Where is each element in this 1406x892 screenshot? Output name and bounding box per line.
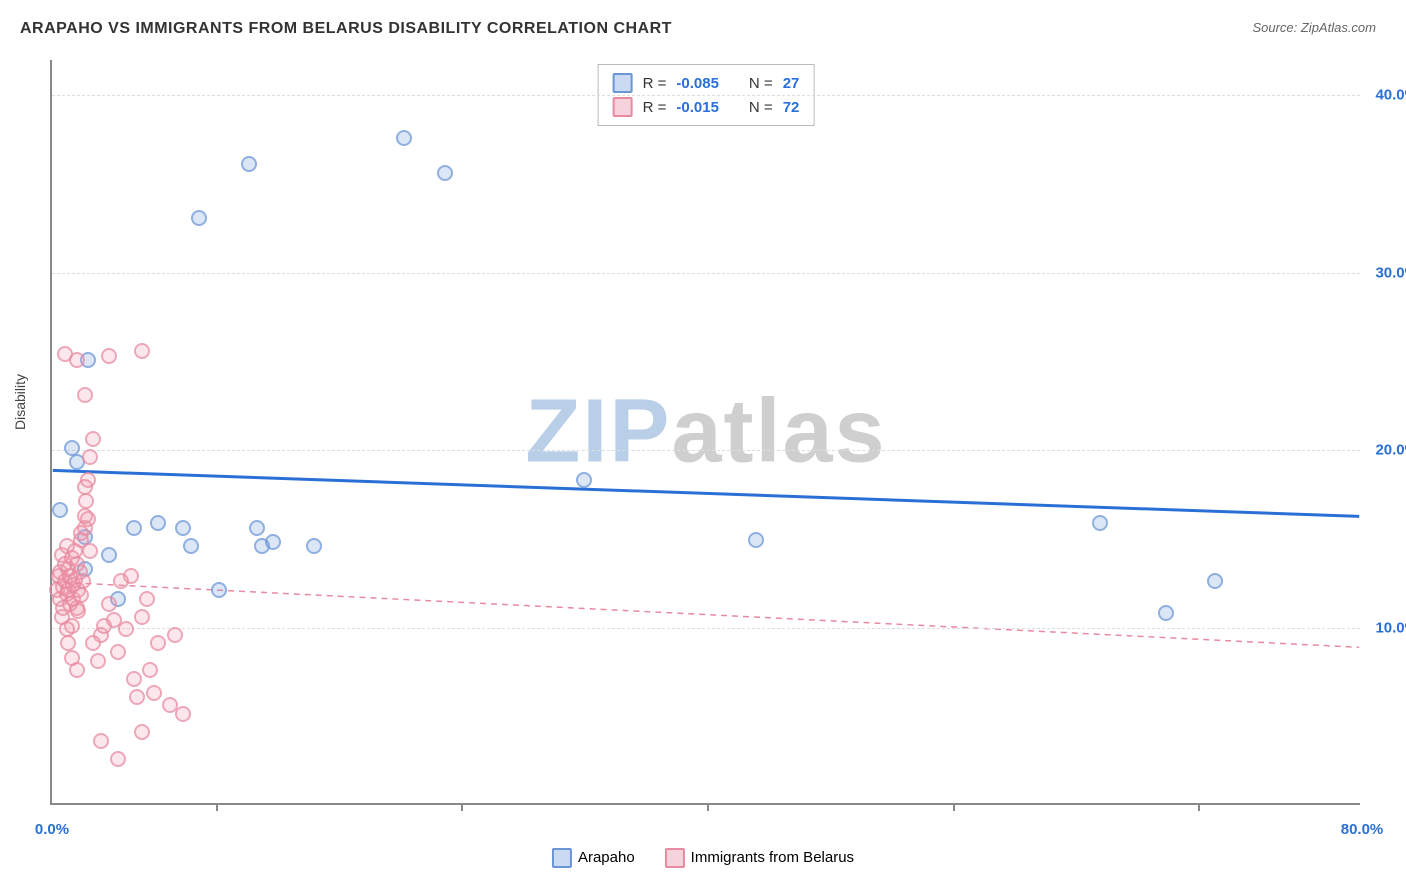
data-point — [123, 568, 139, 584]
data-point — [1158, 605, 1174, 621]
y-tick-label: 40.0% — [1368, 87, 1406, 104]
data-point — [75, 573, 91, 589]
gridline-h — [52, 273, 1360, 274]
r-label: R = — [643, 99, 667, 116]
data-point — [175, 520, 191, 536]
data-point — [118, 621, 134, 637]
data-point — [150, 515, 166, 531]
data-point — [52, 502, 68, 518]
data-point — [82, 449, 98, 465]
data-point — [183, 538, 199, 554]
data-point — [134, 343, 150, 359]
source-label: Source: ZipAtlas.com — [1252, 20, 1376, 35]
r-value-0: -0.085 — [676, 75, 719, 92]
data-point — [142, 662, 158, 678]
data-point — [146, 685, 162, 701]
data-point — [139, 591, 155, 607]
data-point — [126, 671, 142, 687]
data-point — [129, 689, 145, 705]
data-point — [110, 644, 126, 660]
n-value-1: 72 — [783, 99, 800, 116]
watermark-part1: ZIP — [525, 381, 671, 481]
data-point — [70, 603, 86, 619]
data-point — [73, 587, 89, 603]
x-tick-label: 0.0% — [35, 821, 69, 838]
series-legend: Arapaho Immigrants from Belarus — [552, 848, 854, 868]
data-point — [73, 525, 89, 541]
data-point — [59, 621, 75, 637]
data-point — [1207, 573, 1223, 589]
chart-container: ARAPAHO VS IMMIGRANTS FROM BELARUS DISAB… — [0, 0, 1406, 892]
data-point — [211, 582, 227, 598]
legend-row-1: R = -0.015 N = 72 — [613, 95, 800, 119]
data-point — [101, 596, 117, 612]
data-point — [77, 479, 93, 495]
r-value-1: -0.015 — [676, 99, 719, 116]
data-point — [85, 635, 101, 651]
data-point — [265, 534, 281, 550]
data-point — [437, 165, 453, 181]
n-value-0: 27 — [783, 75, 800, 92]
plot-area: ZIPatlas R = -0.085 N = 27 R = -0.015 N … — [50, 60, 1360, 805]
legend-swatch-belarus — [665, 848, 685, 868]
legend-label-1: Immigrants from Belarus — [691, 849, 854, 866]
x-tick-mark — [707, 803, 709, 811]
data-point — [77, 387, 93, 403]
data-point — [110, 751, 126, 767]
data-point — [241, 156, 257, 172]
data-point — [249, 520, 265, 536]
data-point — [306, 538, 322, 554]
data-point — [576, 472, 592, 488]
data-point — [69, 662, 85, 678]
y-axis-label: Disability — [12, 374, 28, 430]
gridline-h — [52, 95, 1360, 96]
x-tick-mark — [216, 803, 218, 811]
source-name: ZipAtlas.com — [1301, 20, 1376, 35]
data-point — [85, 431, 101, 447]
data-point — [101, 348, 117, 364]
data-point — [93, 733, 109, 749]
x-tick-mark — [953, 803, 955, 811]
legend-row-0: R = -0.085 N = 27 — [613, 71, 800, 95]
n-label: N = — [749, 75, 773, 92]
data-point — [748, 532, 764, 548]
data-point — [82, 543, 98, 559]
legend-swatch-0 — [613, 73, 633, 93]
trend-line — [53, 470, 1359, 516]
data-point — [1092, 515, 1108, 531]
source-prefix: Source: — [1252, 20, 1300, 35]
gridline-h — [52, 628, 1360, 629]
data-point — [126, 520, 142, 536]
data-point — [90, 653, 106, 669]
chart-title: ARAPAHO VS IMMIGRANTS FROM BELARUS DISAB… — [20, 20, 672, 38]
data-point — [175, 706, 191, 722]
legend-item-0: Arapaho — [552, 848, 635, 868]
data-point — [396, 130, 412, 146]
data-point — [78, 493, 94, 509]
legend-label-0: Arapaho — [578, 849, 635, 866]
data-point — [134, 724, 150, 740]
data-point — [167, 627, 183, 643]
watermark: ZIPatlas — [525, 380, 886, 483]
y-tick-label: 30.0% — [1368, 264, 1406, 281]
gridline-h — [52, 450, 1360, 451]
data-point — [150, 635, 166, 651]
n-label: N = — [749, 99, 773, 116]
y-tick-label: 20.0% — [1368, 442, 1406, 459]
x-tick-label: 80.0% — [1341, 821, 1384, 838]
r-label: R = — [643, 75, 667, 92]
legend-item-1: Immigrants from Belarus — [665, 848, 854, 868]
data-point — [57, 346, 73, 362]
y-tick-label: 10.0% — [1368, 619, 1406, 636]
data-point — [101, 547, 117, 563]
data-point — [134, 609, 150, 625]
watermark-part2: atlas — [671, 381, 886, 481]
legend-swatch-1 — [613, 97, 633, 117]
data-point — [191, 210, 207, 226]
legend-swatch-arapaho — [552, 848, 572, 868]
x-tick-mark — [461, 803, 463, 811]
x-tick-mark — [1198, 803, 1200, 811]
